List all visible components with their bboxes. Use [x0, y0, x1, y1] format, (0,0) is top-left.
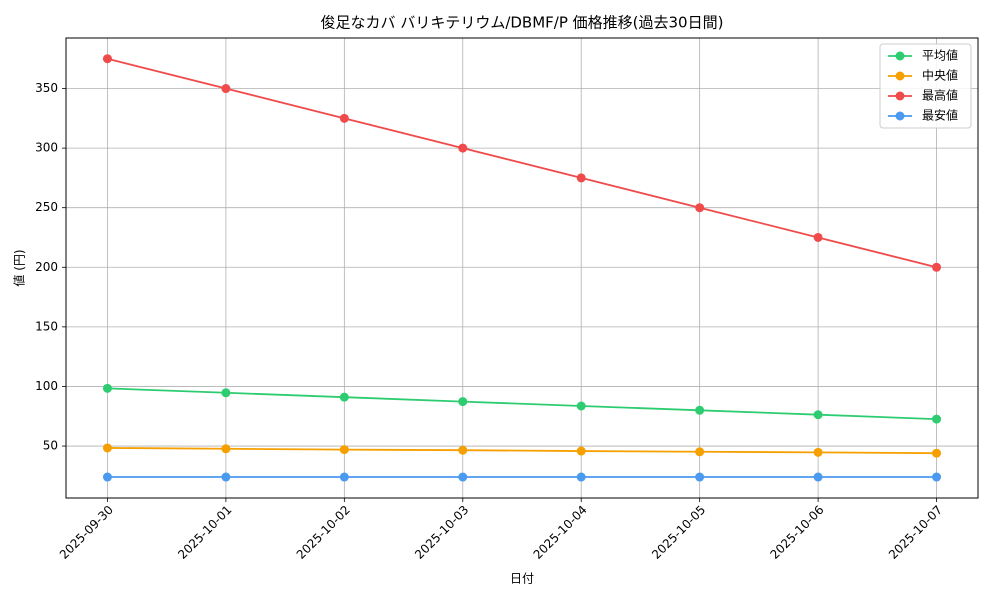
data-point — [102, 443, 112, 453]
y-tick-label: 100 — [35, 379, 58, 393]
data-point — [102, 383, 112, 393]
data-point — [576, 173, 586, 183]
data-point — [813, 410, 823, 420]
data-point — [695, 203, 705, 213]
data-point — [813, 447, 823, 457]
data-point — [932, 448, 942, 458]
x-tick-label: 2025-09-30 — [57, 503, 116, 562]
x-tick-label: 2025-10-05 — [649, 503, 708, 562]
data-point — [458, 143, 468, 153]
data-point — [813, 232, 823, 242]
x-axis-label: 日付 — [510, 572, 534, 586]
legend-marker — [895, 51, 905, 61]
x-tick-label: 2025-10-06 — [767, 503, 826, 562]
legend-label: 平均値 — [922, 48, 958, 63]
legend-label: 最高値 — [922, 88, 958, 103]
data-point — [458, 472, 468, 482]
data-point — [932, 414, 942, 424]
data-point — [221, 472, 231, 482]
data-point — [458, 445, 468, 455]
data-point — [339, 472, 349, 482]
data-point — [695, 447, 705, 457]
y-tick-label: 300 — [35, 141, 58, 155]
data-point — [695, 472, 705, 482]
legend-marker — [895, 91, 905, 101]
data-point — [339, 113, 349, 123]
data-point — [102, 472, 112, 482]
data-point — [932, 262, 942, 272]
data-point — [813, 472, 823, 482]
y-tick-label: 50 — [43, 439, 58, 453]
legend-marker — [895, 71, 905, 81]
plot-frame — [65, 37, 979, 499]
series-line — [107, 387, 937, 421]
data-point — [221, 388, 231, 398]
y-tick-label: 150 — [35, 319, 58, 333]
y-axis-label: 値 (円) — [12, 249, 27, 286]
data-point — [576, 446, 586, 456]
legend-label: 中央値 — [922, 68, 958, 83]
x-tick-label: 2025-10-01 — [175, 503, 234, 562]
x-tick-label: 2025-10-03 — [412, 503, 471, 562]
legend-label: 最安値 — [922, 108, 958, 123]
data-point — [102, 54, 112, 64]
y-tick-label: 250 — [35, 200, 58, 214]
x-tick-label: 2025-10-07 — [886, 503, 945, 562]
data-point — [576, 472, 586, 482]
data-point — [458, 397, 468, 407]
data-point — [221, 84, 231, 94]
y-tick-label: 350 — [35, 81, 58, 95]
y-tick-label: 200 — [35, 260, 58, 274]
chart-title: 俊足なカバ バリキテリウム/DBMF/P 価格推移(過去30日間) — [321, 14, 724, 32]
data-point — [339, 392, 349, 402]
legend-marker — [895, 111, 905, 121]
x-tick-label: 2025-10-02 — [294, 503, 353, 562]
data-point — [221, 444, 231, 454]
data-point — [695, 405, 705, 415]
series-line — [107, 447, 937, 455]
data-point — [576, 401, 586, 411]
legend-box — [879, 43, 972, 129]
x-tick-label: 2025-10-04 — [531, 503, 590, 562]
data-point — [339, 445, 349, 455]
data-point — [932, 472, 942, 482]
series-line — [107, 57, 937, 269]
